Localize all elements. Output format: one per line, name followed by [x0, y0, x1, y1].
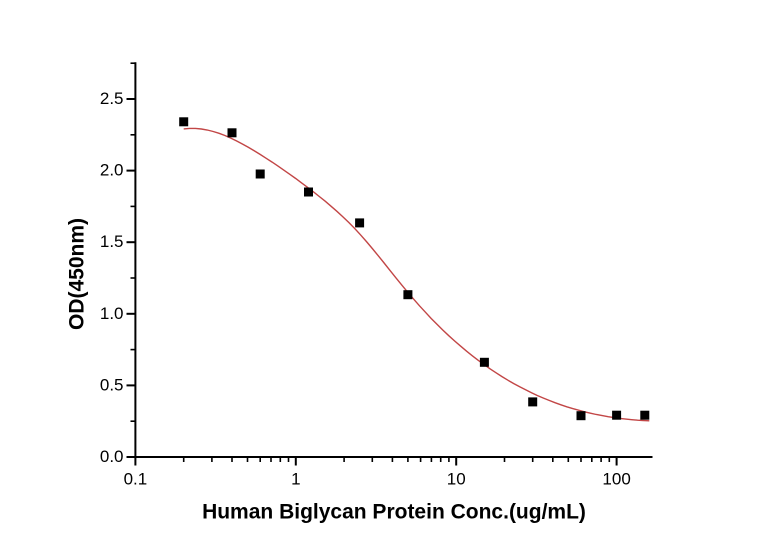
svg-text:1.5: 1.5	[100, 232, 124, 251]
svg-text:2.0: 2.0	[100, 161, 124, 180]
svg-text:100: 100	[602, 470, 630, 489]
svg-text:2.5: 2.5	[100, 89, 124, 108]
svg-text:0.1: 0.1	[124, 470, 148, 489]
svg-text:Human Biglycan Protein Conc.(u: Human Biglycan Protein Conc.(ug/mL)	[202, 501, 586, 524]
svg-text:0.5: 0.5	[100, 375, 124, 394]
svg-text:0.0: 0.0	[100, 447, 124, 466]
svg-text:1: 1	[291, 470, 300, 489]
svg-text:1.0: 1.0	[100, 304, 124, 323]
svg-text:OD(450nm): OD(450nm)	[66, 218, 89, 330]
svg-text:10: 10	[447, 470, 466, 489]
